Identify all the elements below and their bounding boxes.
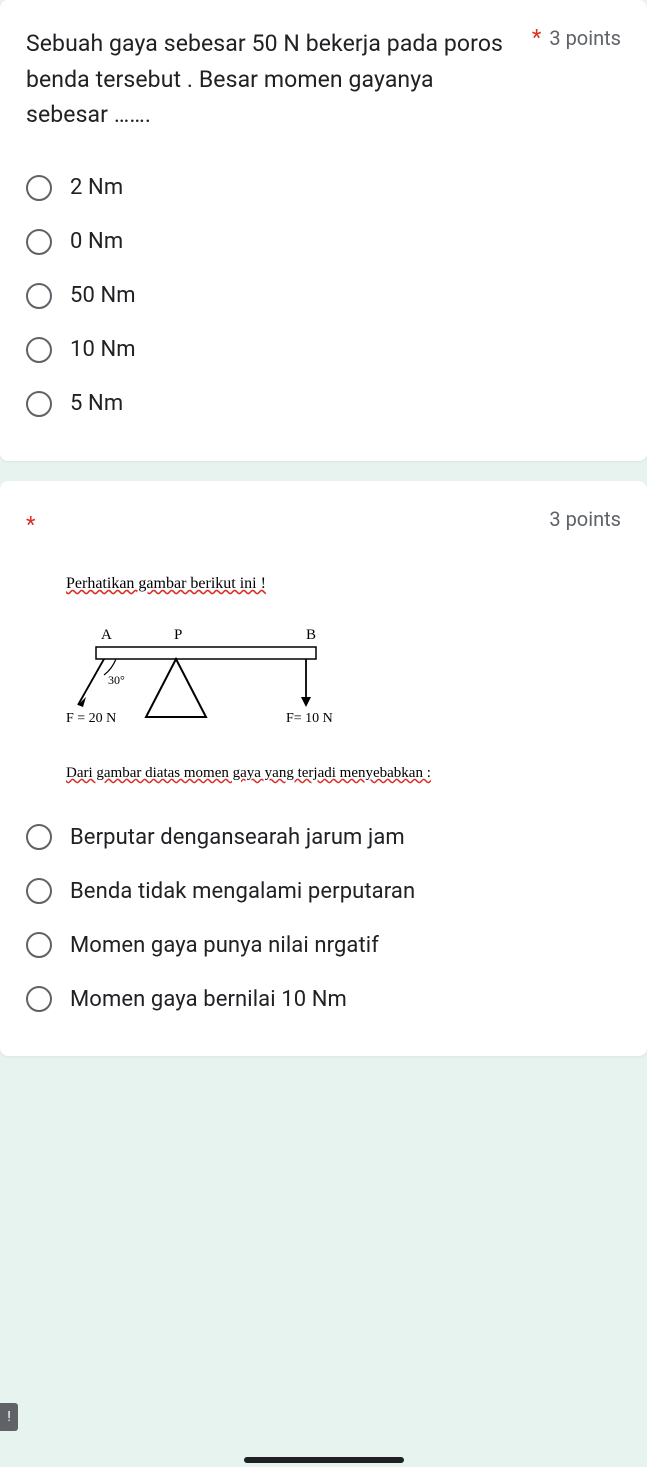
question-card-1: Sebuah gaya sebesar 50 N bekerja pada po… [0, 0, 647, 461]
figure-label-A: A [101, 627, 112, 643]
radio-icon [26, 932, 52, 958]
radio-icon [26, 824, 52, 850]
option-1[interactable]: 2 Nm [26, 161, 621, 215]
option-label: 10 Nm [70, 337, 136, 362]
option-label: Momen gaya bernilai 10 Nm [70, 987, 347, 1012]
option-label: Benda tidak mengalami perputaran [70, 879, 415, 904]
question-text-content: Sebuah gaya sebesar 50 N bekerja pada po… [26, 30, 503, 128]
figure-diagram: A P B 30° F = 20 N F= 10 N [66, 617, 386, 737]
figure-force-right: F= 10 N [286, 711, 333, 726]
option-2[interactable]: Benda tidak mengalami perputaran [26, 864, 621, 918]
option-3[interactable]: Momen gaya punya nilai nrgatif [26, 918, 621, 972]
option-label: 50 Nm [70, 283, 136, 308]
figure-force-left: F = 20 N [66, 711, 116, 726]
required-asterisk: * [532, 26, 541, 51]
option-4[interactable]: 10 Nm [26, 323, 621, 377]
options-list: 2 Nm 0 Nm 50 Nm 10 Nm 5 Nm [26, 161, 621, 431]
points-wrap: 3 points [549, 507, 621, 531]
option-label: Momen gaya punya nilai nrgatif [70, 933, 379, 958]
option-label: 2 Nm [70, 175, 123, 200]
option-4[interactable]: Momen gaya bernilai 10 Nm [26, 972, 621, 1026]
points-label: 3 points [549, 26, 621, 50]
option-5[interactable]: 5 Nm [26, 377, 621, 431]
radio-icon [26, 175, 52, 201]
required-asterisk: * [26, 513, 36, 538]
radio-icon [26, 986, 52, 1012]
radio-icon [26, 878, 52, 904]
option-1[interactable]: Berputar dengansearah jarum jam [26, 810, 621, 864]
figure-angle-label: 30° [108, 673, 125, 687]
figure-label-P: P [174, 627, 182, 643]
question-card-2: * 3 points Perhatikan gambar berikut ini… [0, 481, 647, 1056]
exclaim-icon: ! [7, 1409, 11, 1425]
radio-icon [26, 391, 52, 417]
option-3[interactable]: 50 Nm [26, 269, 621, 323]
radio-icon [26, 283, 52, 309]
figure-label-B: B [306, 627, 316, 643]
points-label: 3 points [549, 507, 621, 531]
radio-icon [26, 337, 52, 363]
points-wrap: * 3 points [532, 26, 621, 51]
option-label: Berputar dengansearah jarum jam [70, 825, 405, 850]
option-label: 0 Nm [70, 229, 123, 254]
radio-icon [26, 229, 52, 255]
figure-container: Perhatikan gambar berikut ini ! A P B 30… [66, 573, 621, 782]
home-indicator [244, 1457, 404, 1463]
option-label: 5 Nm [70, 391, 123, 416]
option-2[interactable]: 0 Nm [26, 215, 621, 269]
figure-title: Perhatikan gambar berikut ini ! [66, 575, 266, 593]
question-header: Sebuah gaya sebesar 50 N bekerja pada po… [26, 26, 621, 133]
question-text: * [26, 507, 537, 543]
feedback-tab[interactable]: ! [0, 1403, 18, 1431]
options-list: Berputar dengansearah jarum jam Benda ti… [26, 810, 621, 1026]
figure-caption: Dari gambar diatas momen gaya yang terja… [66, 765, 431, 782]
question-text: Sebuah gaya sebesar 50 N bekerja pada po… [26, 26, 520, 133]
question-header: * 3 points [26, 507, 621, 543]
